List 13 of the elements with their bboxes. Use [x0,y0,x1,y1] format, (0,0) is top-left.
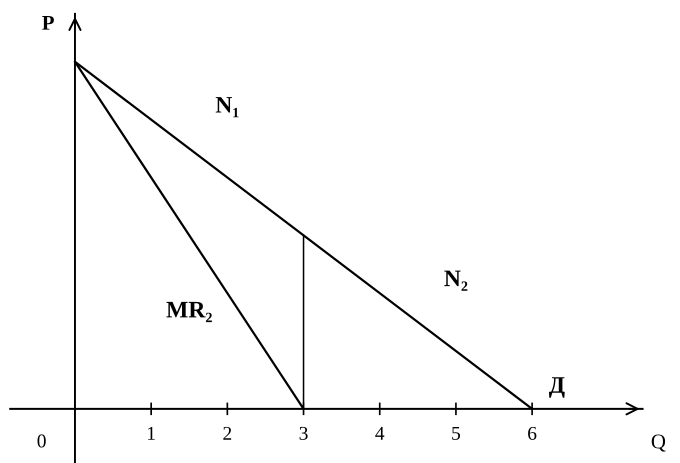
y-axis-title: P [42,16,54,30]
x-tick-label: 3 [300,426,308,440]
x-tick-label: 6 [528,426,536,440]
x-axis-title: Q [652,434,666,452]
x-tick-label: 2 [223,426,232,440]
series-label: Д [548,377,565,398]
text: 0 [38,434,46,448]
annotation: N₂ [444,270,468,291]
x-tick-label: 5 [452,426,460,440]
series-label: MR₂ [166,302,212,322]
annotation: N₁ [216,97,238,118]
x-tick-label: 4 [375,426,384,440]
x-tick-label: 1 [148,426,155,440]
